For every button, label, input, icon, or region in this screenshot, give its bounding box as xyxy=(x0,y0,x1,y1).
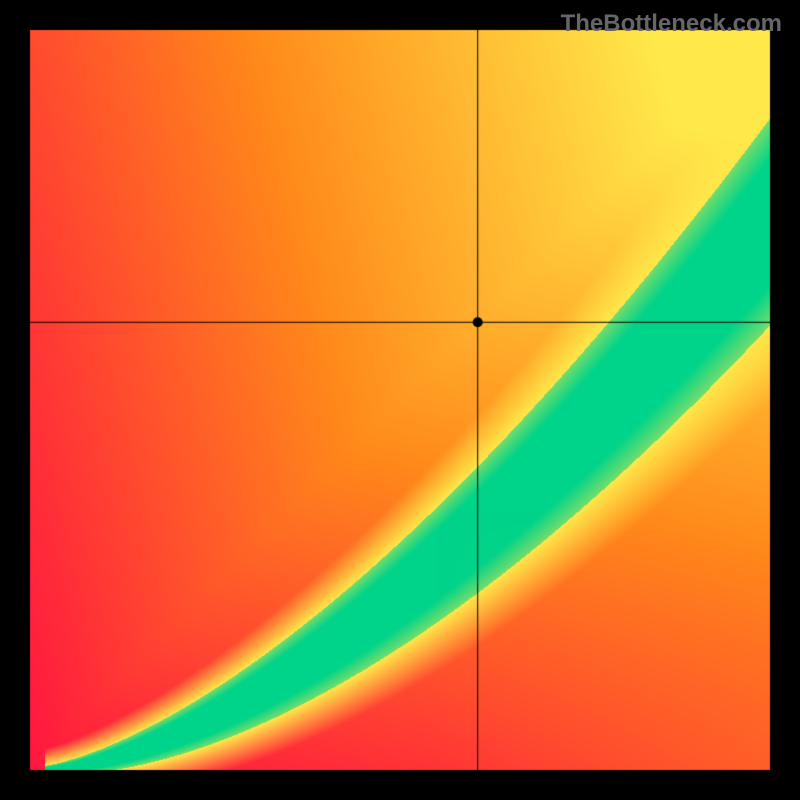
chart-container: TheBottleneck.com xyxy=(0,0,800,800)
watermark-text: TheBottleneck.com xyxy=(561,10,782,38)
bottleneck-heatmap xyxy=(0,0,800,800)
